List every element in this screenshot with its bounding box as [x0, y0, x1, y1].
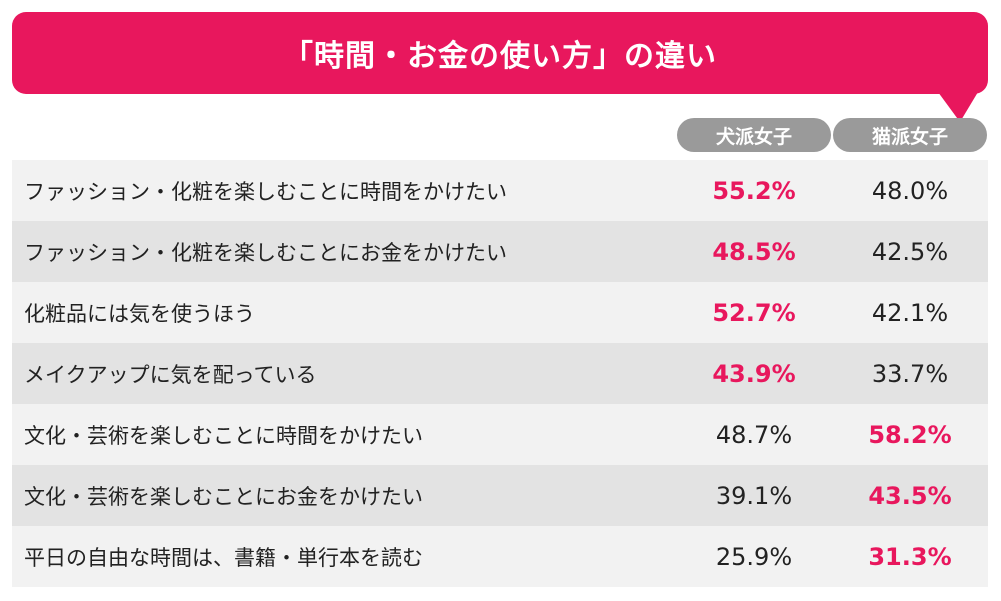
value-dog: 48.7%: [715, 420, 793, 449]
table-row: ファッション・化粧を楽しむことに時間をかけたい 55.2% 48.0%: [12, 160, 988, 221]
row-label: 文化・芸術を楽しむことに時間をかけたい: [24, 423, 423, 448]
table-row: 化粧品には気を使うほう 52.7% 42.1%: [12, 282, 988, 343]
value-dog: 52.7%: [712, 298, 796, 327]
value-cat: 31.3%: [868, 542, 952, 571]
value-cat: 48.0%: [871, 176, 949, 205]
row-label: 化粧品には気を使うほう: [24, 301, 255, 326]
comparison-table: ファッション・化粧を楽しむことに時間をかけたい 55.2% 48.0% ファッション・…: [12, 160, 988, 587]
value-cat: 58.2%: [868, 420, 952, 449]
value-cat: 42.1%: [871, 298, 949, 327]
value-dog: 43.9%: [712, 359, 796, 388]
table-row: ファッション・化粧を楽しむことにお金をかけたい 48.5% 42.5%: [12, 221, 988, 282]
row-label: メイクアップに気を配っている: [24, 362, 317, 387]
value-dog: 55.2%: [712, 176, 796, 205]
value-dog: 39.1%: [715, 481, 793, 510]
value-dog: 25.9%: [715, 542, 793, 571]
table-row: 文化・芸術を楽しむことに時間をかけたい 48.7% 58.2%: [12, 404, 988, 465]
table-row: 文化・芸術を楽しむことにお金をかけたい 39.1% 43.5%: [12, 465, 988, 526]
value-cat: 33.7%: [871, 359, 949, 388]
speech-bubble-tail: [938, 92, 978, 122]
row-label: 文化・芸術を楽しむことにお金をかけたい: [24, 484, 423, 509]
row-label: ファッション・化粧を楽しむことに時間をかけたい: [24, 179, 507, 204]
column-header-cat: 猫派女子: [833, 118, 987, 152]
title-banner: 「時間・お金の使い方」の違い: [12, 12, 988, 94]
row-label: 平日の自由な時間は、書籍・単行本を読む: [24, 545, 423, 570]
value-cat: 42.5%: [871, 237, 949, 266]
value-cat: 43.5%: [868, 481, 952, 510]
row-label: ファッション・化粧を楽しむことにお金をかけたい: [24, 240, 507, 265]
table-row: 平日の自由な時間は、書籍・単行本を読む 25.9% 31.3%: [12, 526, 988, 587]
chart-title: 「時間・お金の使い方」の違い: [283, 39, 717, 74]
value-dog: 48.5%: [712, 237, 796, 266]
column-header-dog: 犬派女子: [677, 118, 831, 152]
table-row: メイクアップに気を配っている 43.9% 33.7%: [12, 343, 988, 404]
